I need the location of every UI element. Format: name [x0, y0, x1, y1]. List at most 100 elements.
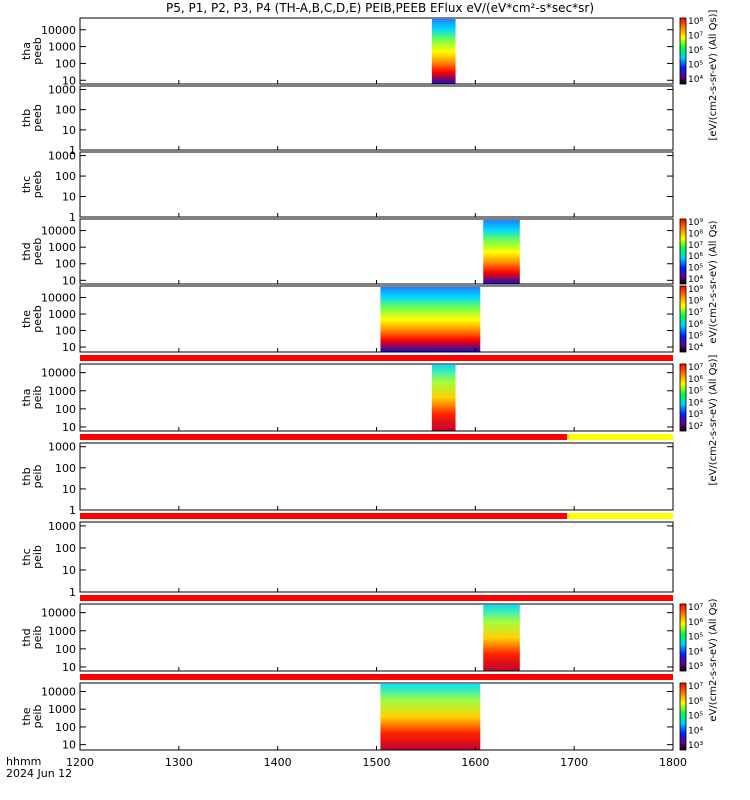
colorbar-tick-label: 10⁴: [688, 398, 703, 408]
colorbar-tick-label: 10⁶: [688, 46, 703, 56]
panel-label: peib: [31, 386, 44, 410]
x-tick-label: 1400: [264, 756, 292, 769]
y-tick-label: 1000: [48, 703, 76, 716]
colorbar-tick-label: 10⁵: [688, 712, 703, 722]
colorbar-tick-label: 10⁵: [688, 331, 703, 341]
y-tick-label: 100: [55, 57, 76, 70]
panel-label: peeb: [31, 37, 44, 65]
y-tick-label: 1000: [48, 441, 76, 454]
mode-bar-segment: [80, 513, 568, 519]
y-tick-label: 1000: [48, 308, 76, 321]
panel-label: thb: [20, 467, 33, 485]
footer-date-label: 2024 Jun 12: [6, 767, 73, 780]
colorbar-tick-label: 10⁴: [688, 275, 703, 285]
mode-bar-segment: [80, 355, 673, 361]
panel-frame: [79, 682, 674, 751]
panel-label: tha: [20, 42, 33, 60]
mode-bar-segment: [567, 513, 673, 519]
panel-label: peeb: [31, 305, 44, 333]
y-tick-label: 1000: [48, 385, 76, 398]
data-span: [380, 684, 481, 750]
colorbar: [679, 17, 687, 85]
panel-label: thc: [20, 176, 33, 193]
y-tick-label: 10: [62, 661, 76, 674]
colorbar-title: [eV/(cm2-s-sr-eV) (All Qs)]: [708, 354, 719, 485]
panel-label: peib: [31, 626, 44, 650]
colorbar-tick-label: 10⁷: [688, 308, 703, 318]
mode-bar-segment: [567, 434, 673, 440]
mode-bar: [80, 434, 673, 440]
y-tick-label: 100: [55, 721, 76, 734]
colorbar-tick-label: 10⁸: [688, 297, 703, 307]
y-tick-label: 1000: [48, 150, 76, 163]
panel-label: tha: [20, 388, 33, 406]
y-tick-label: 100: [55, 258, 76, 271]
panel-label: peib: [31, 545, 44, 569]
mode-bar: [80, 513, 673, 519]
panel-label: peeb: [31, 171, 44, 199]
panel-label: thd: [20, 242, 33, 260]
mode-bar: [80, 355, 673, 361]
colorbar-tick-label: 10⁴: [688, 647, 703, 657]
panel-label: peib: [31, 705, 44, 729]
colorbar-tick-label: 10⁴: [688, 726, 703, 736]
y-tick-label: 1000: [48, 41, 76, 54]
colorbar: [679, 218, 687, 285]
panel-frame: [79, 151, 674, 218]
colorbar-tick-label: 10⁷: [688, 603, 703, 613]
y-tick-label: 100: [55, 643, 76, 656]
panel-frame: [79, 85, 674, 151]
colorbar-tick-label: 10⁶: [688, 697, 703, 707]
colorbar-title: eV/(cm2-s-sr-eV) (All Qs): [708, 220, 719, 343]
y-tick-label: 100: [55, 104, 76, 117]
data-span: [431, 365, 456, 431]
colorbar-tick-label: 10⁶: [688, 618, 703, 628]
panel-label: thb: [20, 109, 33, 127]
mode-bar-segment: [80, 434, 568, 440]
colorbar: [679, 363, 687, 432]
y-tick-label: 100: [55, 170, 76, 183]
colorbar-tick-label: 10⁷: [688, 32, 703, 42]
colorbar-tick-label: 10⁷: [688, 363, 703, 373]
colorbar-title: eV/(cm2-s-sr-eV) (All Qs): [708, 598, 719, 721]
colorbar-tick-label: 10⁶: [688, 375, 703, 385]
y-tick-label: 10000: [41, 292, 76, 305]
y-tick-label: 1: [69, 504, 76, 517]
panel-frame: [79, 218, 674, 285]
panel-label: peeb: [31, 104, 44, 132]
colorbar-tick-label: 10⁵: [688, 633, 703, 643]
y-tick-label: 10000: [41, 685, 76, 698]
colorbar-tick-label: 10⁸: [688, 229, 703, 239]
colorbar-tick-label: 10⁵: [688, 61, 703, 71]
panel-frame: [79, 285, 674, 353]
panel-frame: [79, 603, 674, 672]
colorbar-tick-label: 10⁹: [688, 218, 703, 228]
colorbar-tick-label: 10⁷: [688, 241, 703, 251]
colorbar: [679, 682, 687, 751]
y-tick-label: 1000: [48, 625, 76, 638]
x-tick-label: 1500: [363, 756, 391, 769]
y-tick-label: 1: [69, 586, 76, 599]
y-tick-label: 100: [55, 403, 76, 416]
colorbar-tick-label: 10⁶: [688, 252, 703, 262]
y-tick-label: 100: [55, 542, 76, 555]
colorbar: [679, 603, 687, 672]
y-tick-label: 10: [62, 74, 76, 87]
colorbar-tick-label: 10³: [688, 662, 703, 672]
colorbar-tick-label: 10³: [688, 741, 703, 751]
panel-frame: [79, 521, 674, 593]
y-tick-label: 10000: [41, 225, 76, 238]
x-tick-label: 1700: [560, 756, 588, 769]
y-tick-label: 10: [62, 483, 76, 496]
y-tick-label: 10: [62, 341, 76, 354]
y-tick-label: 10: [62, 274, 76, 287]
panel-label: peib: [31, 465, 44, 489]
colorbar-tick-label: 10²: [688, 422, 703, 432]
colorbar-tick-label: 10⁹: [688, 285, 703, 295]
